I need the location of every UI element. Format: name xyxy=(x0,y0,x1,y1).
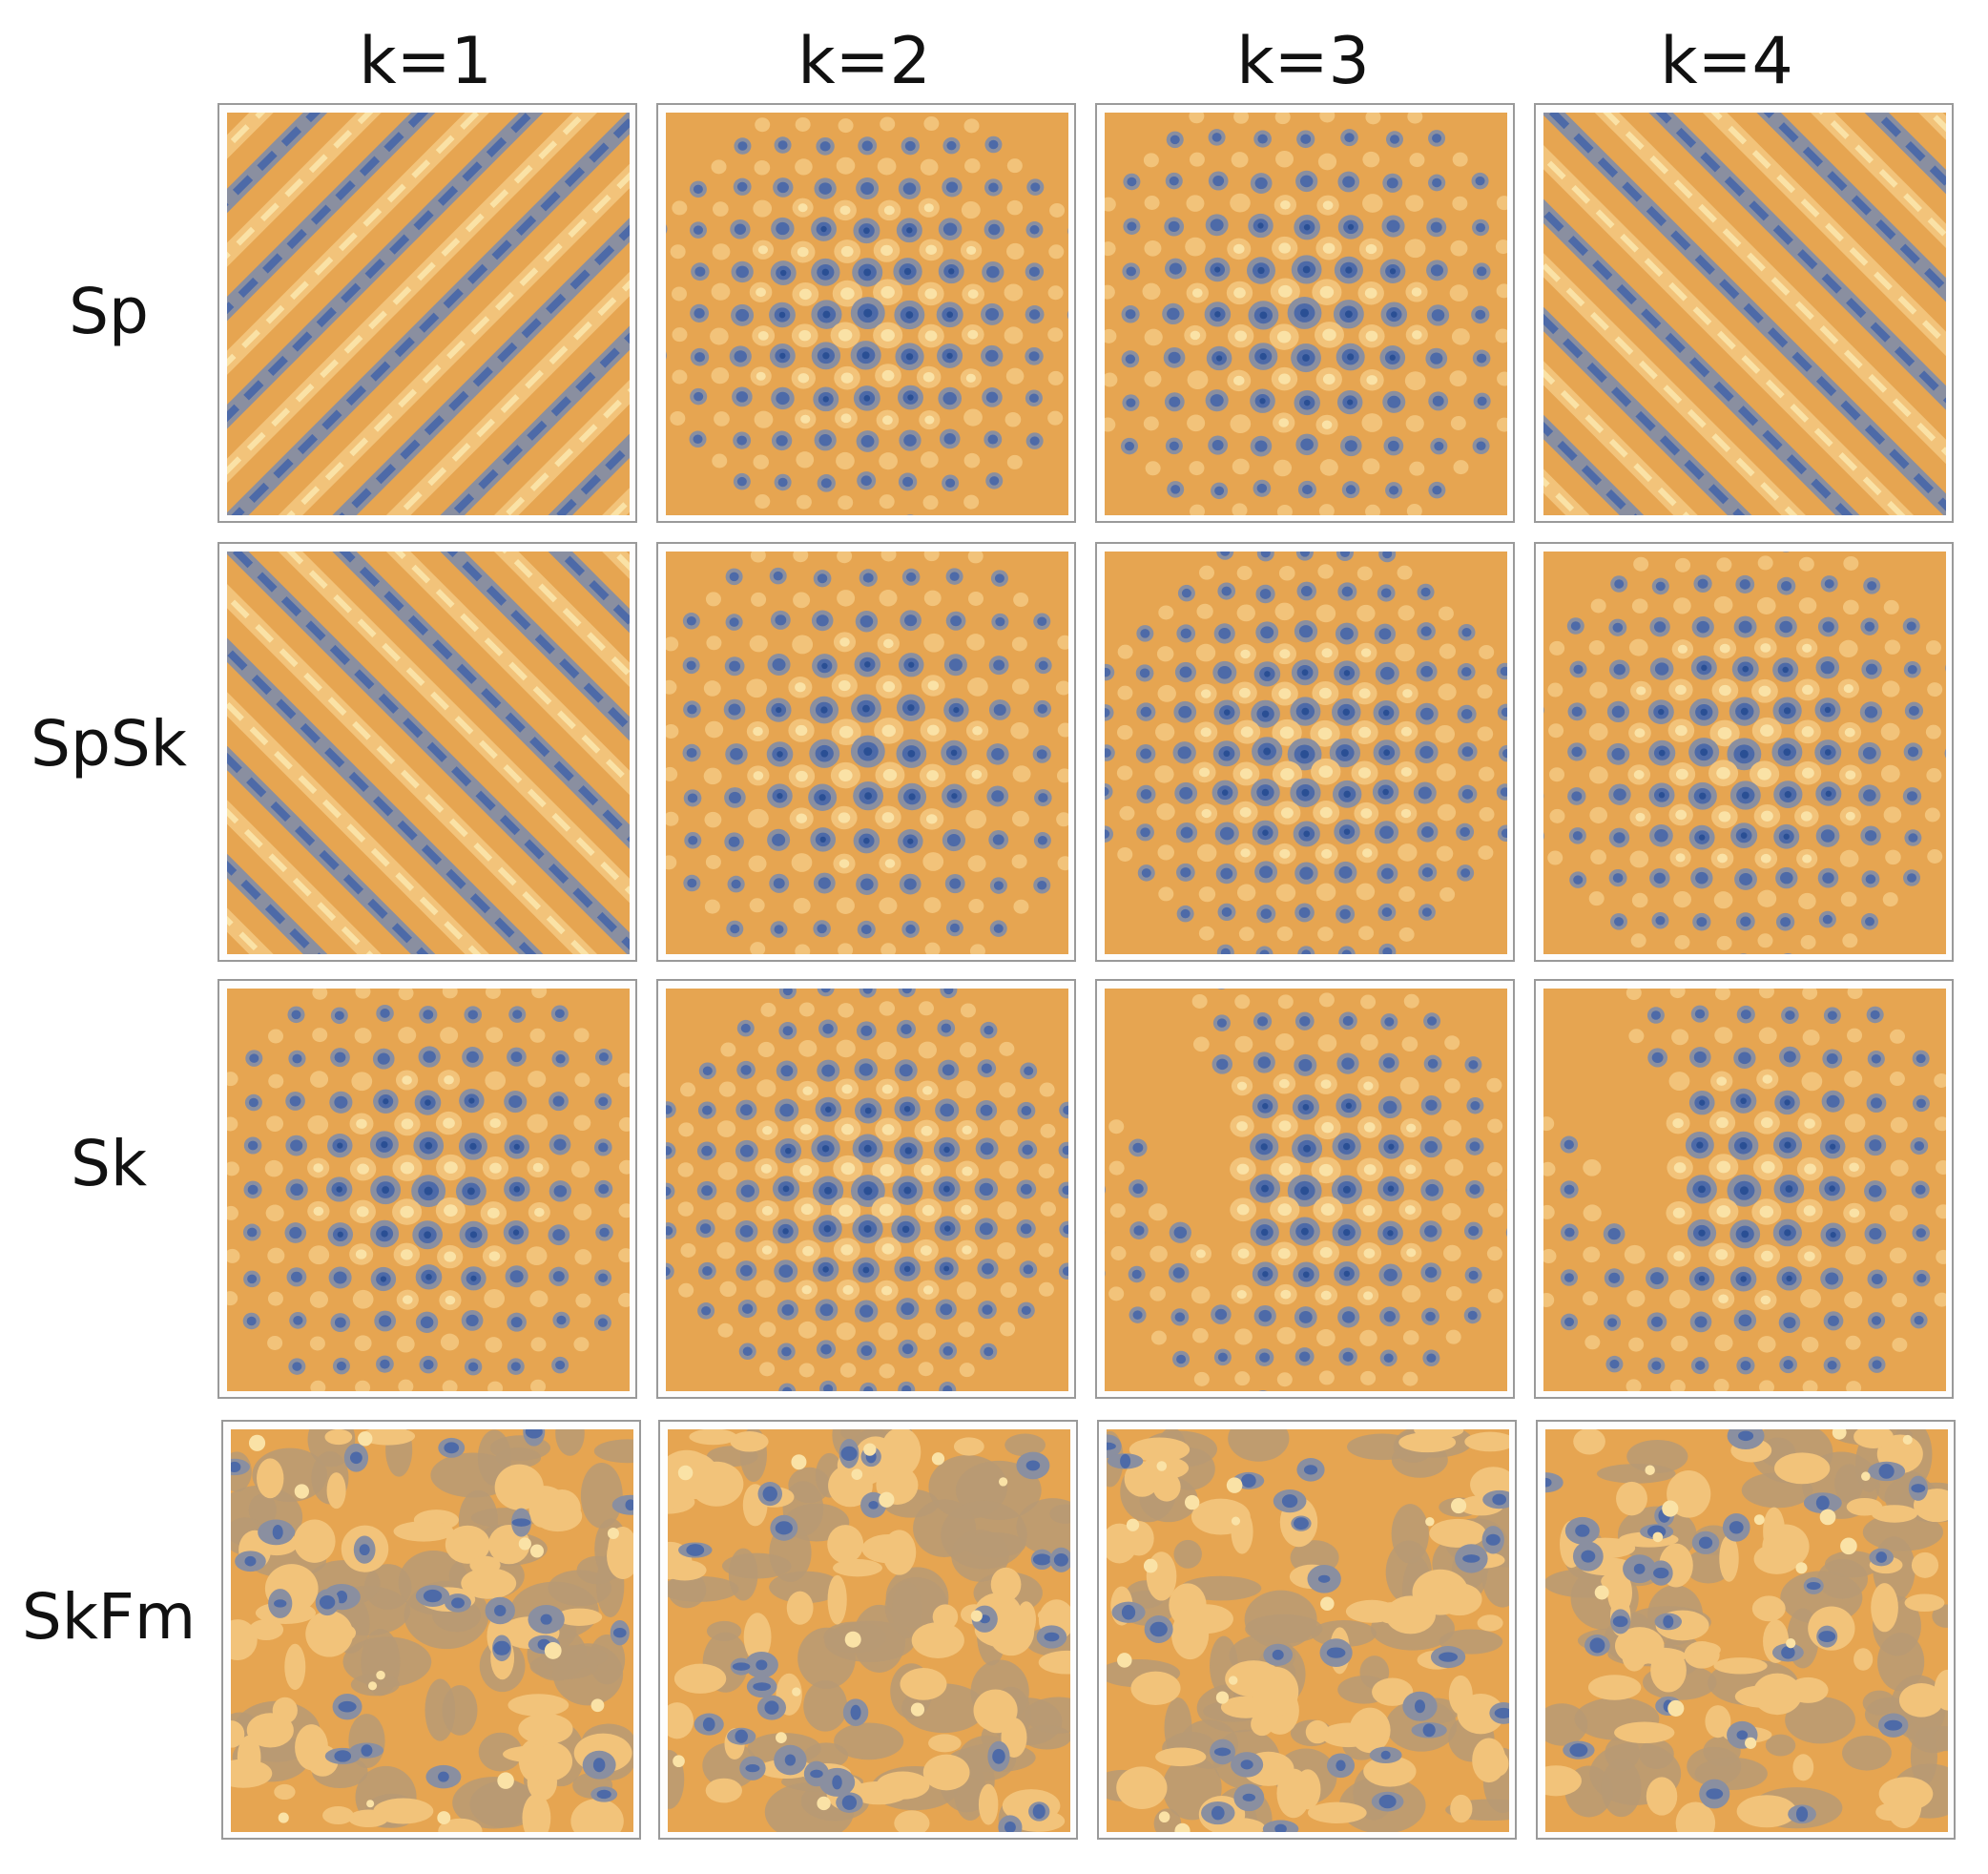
contour-plot xyxy=(1107,1429,1509,1832)
row-label-sk: Sk xyxy=(70,1127,148,1200)
panel-skfm-k2 xyxy=(658,1420,1078,1840)
contour-plot xyxy=(666,989,1068,1391)
contour-plot xyxy=(1545,1429,1948,1832)
contour-plot xyxy=(666,552,1068,954)
panel-sp-k1 xyxy=(217,103,637,523)
panel-skfm-k4 xyxy=(1536,1420,1956,1840)
contour-plot xyxy=(227,989,630,1391)
contour-plot xyxy=(1105,113,1507,515)
panel-sp-k3 xyxy=(1095,103,1515,523)
column-header-k4: k=4 xyxy=(1660,24,1793,99)
panel-sk-k3 xyxy=(1095,979,1515,1399)
contour-plot xyxy=(668,1429,1070,1832)
panel-spsk-k3 xyxy=(1095,542,1515,962)
contour-plot xyxy=(666,113,1068,515)
column-header-k1: k=1 xyxy=(359,24,492,99)
contour-plot xyxy=(231,1429,633,1832)
panel-sk-k2 xyxy=(656,979,1076,1399)
contour-plot xyxy=(227,552,630,954)
contour-plot xyxy=(1105,552,1507,954)
panel-skfm-k1 xyxy=(221,1420,641,1840)
panel-spsk-k2 xyxy=(656,542,1076,962)
contour-plot xyxy=(1543,113,1946,515)
row-label-spsk: SpSk xyxy=(31,707,187,781)
contour-plot xyxy=(227,113,630,515)
panel-sp-k4 xyxy=(1534,103,1954,523)
panel-skfm-k3 xyxy=(1097,1420,1517,1840)
row-label-sp: Sp xyxy=(69,275,149,348)
column-header-k2: k=2 xyxy=(797,24,931,99)
panel-sp-k2 xyxy=(656,103,1076,523)
panel-spsk-k1 xyxy=(217,542,637,962)
row-label-skfm: SkFm xyxy=(21,1580,197,1654)
contour-plot xyxy=(1543,552,1946,954)
column-header-k3: k=3 xyxy=(1236,24,1370,99)
panel-sk-k1 xyxy=(217,979,637,1399)
panel-spsk-k4 xyxy=(1534,542,1954,962)
panel-sk-k4 xyxy=(1534,979,1954,1399)
contour-plot xyxy=(1543,989,1946,1391)
contour-plot xyxy=(1105,989,1507,1391)
